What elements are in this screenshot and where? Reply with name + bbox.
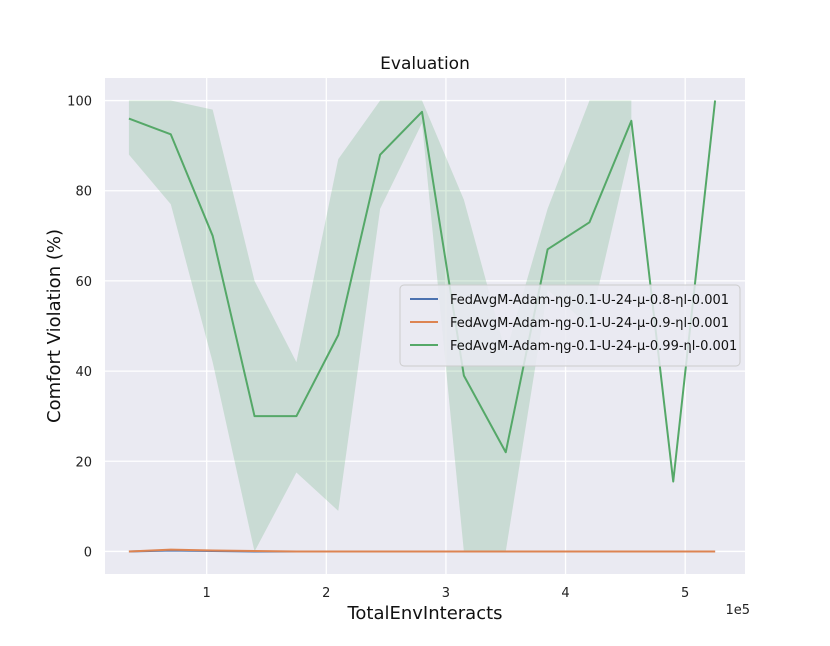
y-tick-label: 40 bbox=[75, 365, 92, 380]
y-tick-label: 100 bbox=[67, 95, 92, 110]
series-line-3 bbox=[128, 100, 717, 483]
series-lines bbox=[128, 100, 717, 553]
confidence-band-3 bbox=[128, 100, 632, 552]
confidence-bands bbox=[128, 100, 632, 552]
y-tick-label: 80 bbox=[75, 185, 92, 200]
legend-entry: FedAvgM-Adam-ηg-0.1-U-24-μ-0.99-ηl-0.001 bbox=[450, 339, 737, 354]
legend-entry: FedAvgM-Adam-ηg-0.1-U-24-μ-0.8-ηl-0.001 bbox=[450, 293, 729, 308]
chart-title: Evaluation bbox=[380, 54, 470, 74]
y-tick-labels: 0 20 40 60 80 100 bbox=[67, 95, 92, 561]
x-tick-label: 4 bbox=[561, 586, 569, 601]
legend: FedAvgM-Adam-ηg-0.1-U-24-μ-0.8-ηl-0.001 F… bbox=[399, 284, 741, 367]
x-tick-label: 1 bbox=[203, 586, 211, 601]
x-axis-label: TotalEnvInteracts bbox=[346, 603, 502, 624]
x-axis-multiplier: 1e5 bbox=[725, 603, 750, 618]
series-line-2 bbox=[128, 548, 716, 553]
legend-box bbox=[399, 284, 741, 367]
x-tick-label: 2 bbox=[322, 586, 330, 601]
legend-entry: FedAvgM-Adam-ηg-0.1-U-24-μ-0.9-ηl-0.001 bbox=[450, 316, 729, 331]
x-tick-label: 5 bbox=[681, 586, 689, 601]
y-tick-label: 60 bbox=[75, 275, 92, 290]
y-axis-label: Comfort Violation (%) bbox=[44, 229, 65, 423]
y-tick-label: 20 bbox=[75, 455, 92, 470]
x-tick-label: 3 bbox=[442, 586, 450, 601]
x-tick-labels: 1 2 3 4 5 bbox=[203, 586, 690, 601]
y-tick-label: 0 bbox=[84, 545, 92, 560]
